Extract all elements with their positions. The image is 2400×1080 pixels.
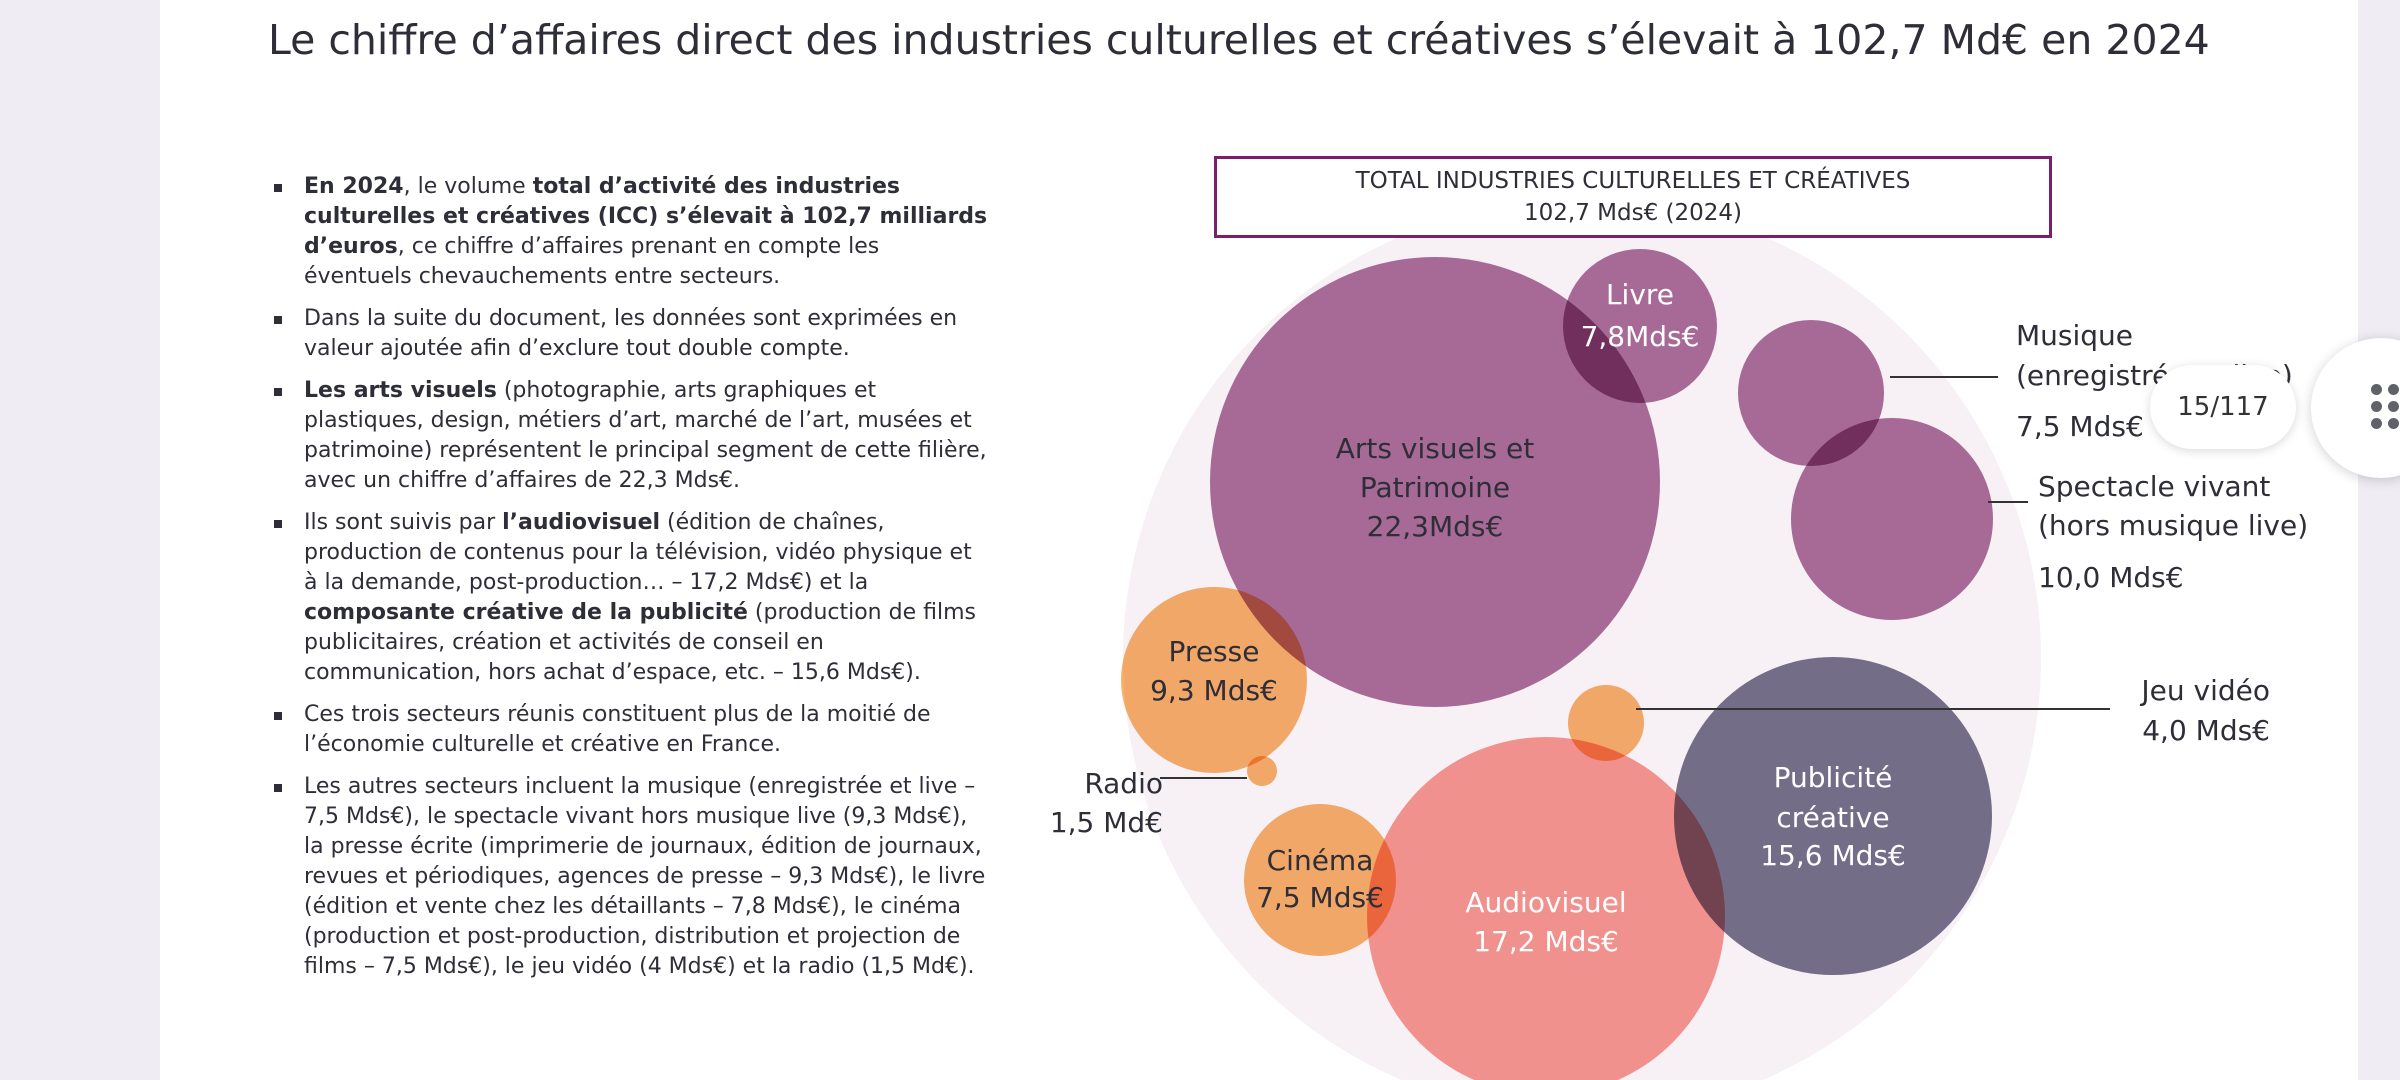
bubble-presse bbox=[1121, 587, 1307, 773]
chart-title-box: TOTAL INDUSTRIES CULTURELLES ET CRÉATIVE… bbox=[1214, 156, 2052, 238]
bubble-label: 1,5 Md€ bbox=[1050, 806, 1163, 839]
chart-subtitle: 102,7 Mds€ (2024) bbox=[1523, 200, 1742, 226]
text: Les autres secteurs incluent la musique … bbox=[304, 774, 986, 979]
text: Ils sont suivis par bbox=[304, 510, 503, 535]
bubble-label: créative bbox=[1776, 801, 1889, 834]
bubble-label: 7,8Mds€ bbox=[1581, 320, 1700, 353]
bubble-label: 15,6 Mds€ bbox=[1760, 839, 1906, 872]
bold-text: Les arts visuels bbox=[304, 378, 497, 403]
bubble-label: Cinéma bbox=[1267, 844, 1374, 877]
text: Ces trois secteurs réunis constituent pl… bbox=[304, 702, 931, 757]
bubble-label: 9,3 Mds€ bbox=[1150, 674, 1278, 707]
bubble-radio bbox=[1247, 756, 1277, 786]
bubble-label: Radio bbox=[1084, 767, 1163, 800]
bold-text: l’audiovisuel bbox=[502, 510, 661, 535]
text: (production de films publicitaires, créa… bbox=[304, 600, 976, 685]
bullet-list: En 2024, le volume total d’activité des … bbox=[272, 172, 992, 994]
bubble-arts-visuels-et-patrimoine bbox=[1210, 257, 1660, 707]
bubble-spectacle-vivant bbox=[1791, 418, 1993, 620]
text: Dans la suite du document, les données s… bbox=[304, 306, 958, 361]
bubble-label: Presse bbox=[1169, 635, 1260, 668]
bubble-label: Jeu vidéo bbox=[2139, 674, 2270, 707]
bubble-label: 7,5 Mds€ bbox=[1256, 881, 1384, 914]
bubble-audiovisuel bbox=[1367, 737, 1725, 1080]
bubble-cin-ma bbox=[1244, 804, 1396, 956]
text: , ce chiffre d’affaires prenant en compt… bbox=[304, 234, 880, 289]
text: (édition de chaînes, production de conte… bbox=[304, 510, 972, 595]
bullet-item: Les arts visuels (photographie, arts gra… bbox=[272, 376, 992, 496]
bubble-label: Musique bbox=[2016, 319, 2133, 352]
bullet-item: Dans la suite du document, les données s… bbox=[272, 304, 992, 364]
bubble-label: Arts visuels et bbox=[1336, 432, 1535, 465]
bubble-label: 4,0 Mds€ bbox=[2142, 714, 2270, 747]
bubble-label: Spectacle vivant bbox=[2038, 470, 2270, 503]
bullet-item: En 2024, le volume total d’activité des … bbox=[272, 172, 992, 292]
chart-title: TOTAL INDUSTRIES CULTURELLES ET CRÉATIVE… bbox=[1355, 168, 1911, 194]
bubble-label: 7,5 Mds€ bbox=[2016, 410, 2144, 443]
bubble-label: Audiovisuel bbox=[1465, 886, 1626, 919]
bullet-item: Les autres secteurs incluent la musique … bbox=[272, 772, 992, 982]
bold-text: total d’activité des industries culturel… bbox=[304, 174, 988, 259]
text: (photographie, arts graphiques et plasti… bbox=[304, 378, 987, 493]
bubble-label: Publicité bbox=[1774, 761, 1893, 794]
bubble-publicit-cr-ative bbox=[1674, 657, 1992, 975]
bubble-livre bbox=[1563, 249, 1717, 403]
bullet-item: Ces trois secteurs réunis constituent pl… bbox=[272, 700, 992, 760]
bubble-label: Patrimoine bbox=[1360, 471, 1510, 504]
bubble-label: (hors musique live) bbox=[2038, 509, 2308, 542]
bold-text: En 2024 bbox=[304, 174, 404, 199]
page-title: Le chiffre d’affaires direct des industr… bbox=[268, 16, 2210, 64]
bubble-label: 22,3Mds€ bbox=[1367, 510, 1504, 543]
bold-text: composante créative de la publicité bbox=[304, 600, 748, 625]
page-indicator: 15/117 bbox=[2150, 365, 2296, 449]
bullet-item: Ils sont suivis par l’audiovisuel (éditi… bbox=[272, 508, 992, 688]
text: , le volume bbox=[403, 174, 533, 199]
bubble-label: 17,2 Mds€ bbox=[1473, 925, 1619, 958]
bubble-label: 10,0 Mds€ bbox=[2038, 561, 2184, 594]
bubble-label: Livre bbox=[1606, 278, 1674, 311]
